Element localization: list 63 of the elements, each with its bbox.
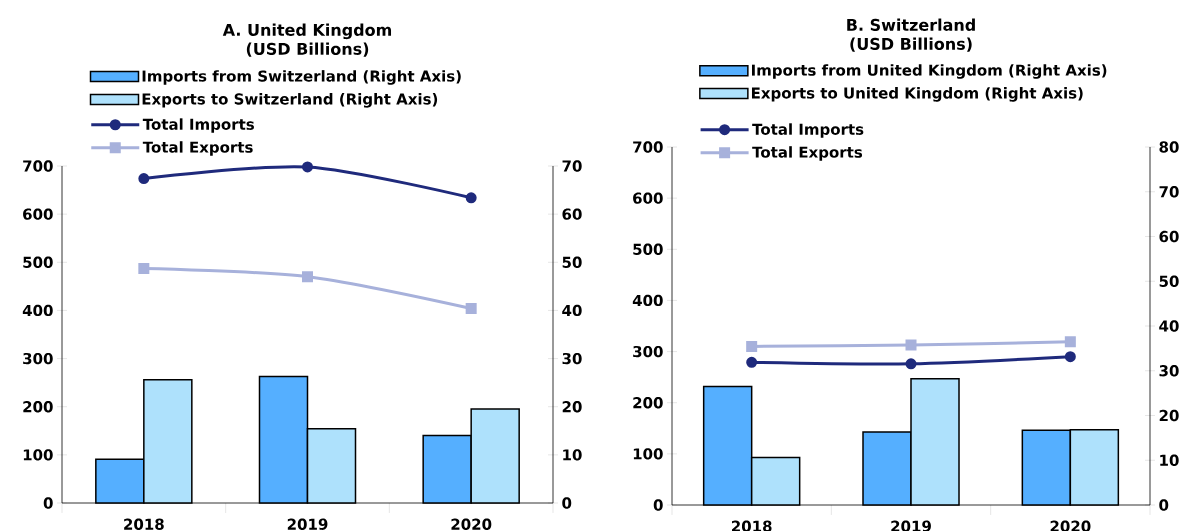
x-tick-label: 2019 [891, 520, 931, 531]
y2-tick-label: 50 [1159, 275, 1179, 287]
x-tick-label: 2020 [451, 518, 492, 530]
chart-title: A. United Kingdom [222, 23, 392, 40]
y-tick-label: 300 [23, 352, 53, 365]
point [138, 173, 150, 185]
y-tick-label: 500 [23, 256, 53, 268]
point [465, 192, 477, 204]
point [1064, 336, 1076, 348]
y2-tick-label: 20 [1159, 409, 1179, 422]
y-tick-label: 600 [23, 208, 53, 220]
point [1064, 351, 1076, 363]
point [746, 340, 758, 352]
y2-tick-label: 10 [563, 449, 582, 461]
y2-tick-label: 80 [1159, 141, 1179, 153]
y2-tick-label: 30 [562, 352, 582, 365]
y2-tick-label: 50 [562, 256, 582, 268]
x-tick-label: 2020 [1050, 520, 1091, 531]
legend-label: Total Exports [142, 141, 253, 156]
y2-tick-label: 70 [1159, 186, 1179, 198]
point [905, 339, 917, 351]
y-tick-label: 600 [633, 192, 663, 204]
point [302, 161, 313, 173]
chart-subtitle: (USD Billions) [246, 42, 369, 57]
point [465, 303, 477, 315]
legend-label: Total Imports [142, 118, 254, 133]
chart-title: B. Switzerland [847, 18, 975, 31]
point [746, 356, 758, 368]
y-tick-label: 0 [653, 499, 663, 511]
x-tick-label: 2018 [731, 520, 772, 531]
legend-label: Total Imports [752, 123, 864, 138]
y2-tick-label: 0 [1159, 499, 1169, 511]
point [138, 263, 150, 275]
legend-label: Total Exports [752, 146, 863, 161]
chart-subtitle: (USD Billions) [850, 37, 972, 52]
y2-tick-label: 20 [562, 401, 582, 413]
legend-label: Exports to United Kingdom (Right Axis) [751, 87, 1083, 102]
y-tick-label: 100 [23, 449, 53, 461]
legend-label: Exports to Switzerland (Right Axis) [142, 93, 438, 108]
y-tick-label: 400 [632, 294, 663, 307]
y2-tick-label: 60 [1159, 230, 1179, 243]
y2-tick-label: 30 [1159, 365, 1179, 377]
x-tick-label: 2019 [287, 518, 328, 530]
y2-tick-label: 70 [562, 160, 582, 172]
y-tick-label: 700 [23, 160, 53, 172]
y2-tick-label: 60 [562, 208, 582, 220]
y-tick-label: 200 [23, 401, 53, 413]
y-tick-label: 400 [22, 304, 53, 317]
x-tick-label: 2018 [124, 518, 164, 530]
point [302, 271, 313, 283]
y-tick-label: 200 [633, 397, 663, 409]
y-tick-label: 0 [43, 497, 53, 509]
point [905, 358, 917, 370]
y2-tick-label: 40 [1159, 320, 1179, 332]
y-tick-label: 500 [633, 243, 663, 255]
legend-label: Imports from Switzerland (Right Axis) [142, 70, 461, 85]
legend-label: Imports from United Kingdom (Right Axis) [751, 64, 1107, 79]
y-tick-label: 300 [633, 345, 663, 358]
y2-tick-label: 40 [562, 304, 582, 317]
y2-tick-label: 10 [1160, 454, 1179, 466]
y-tick-label: 100 [633, 448, 663, 460]
y2-tick-label: 0 [562, 497, 572, 509]
y-tick-label: 700 [633, 141, 663, 153]
